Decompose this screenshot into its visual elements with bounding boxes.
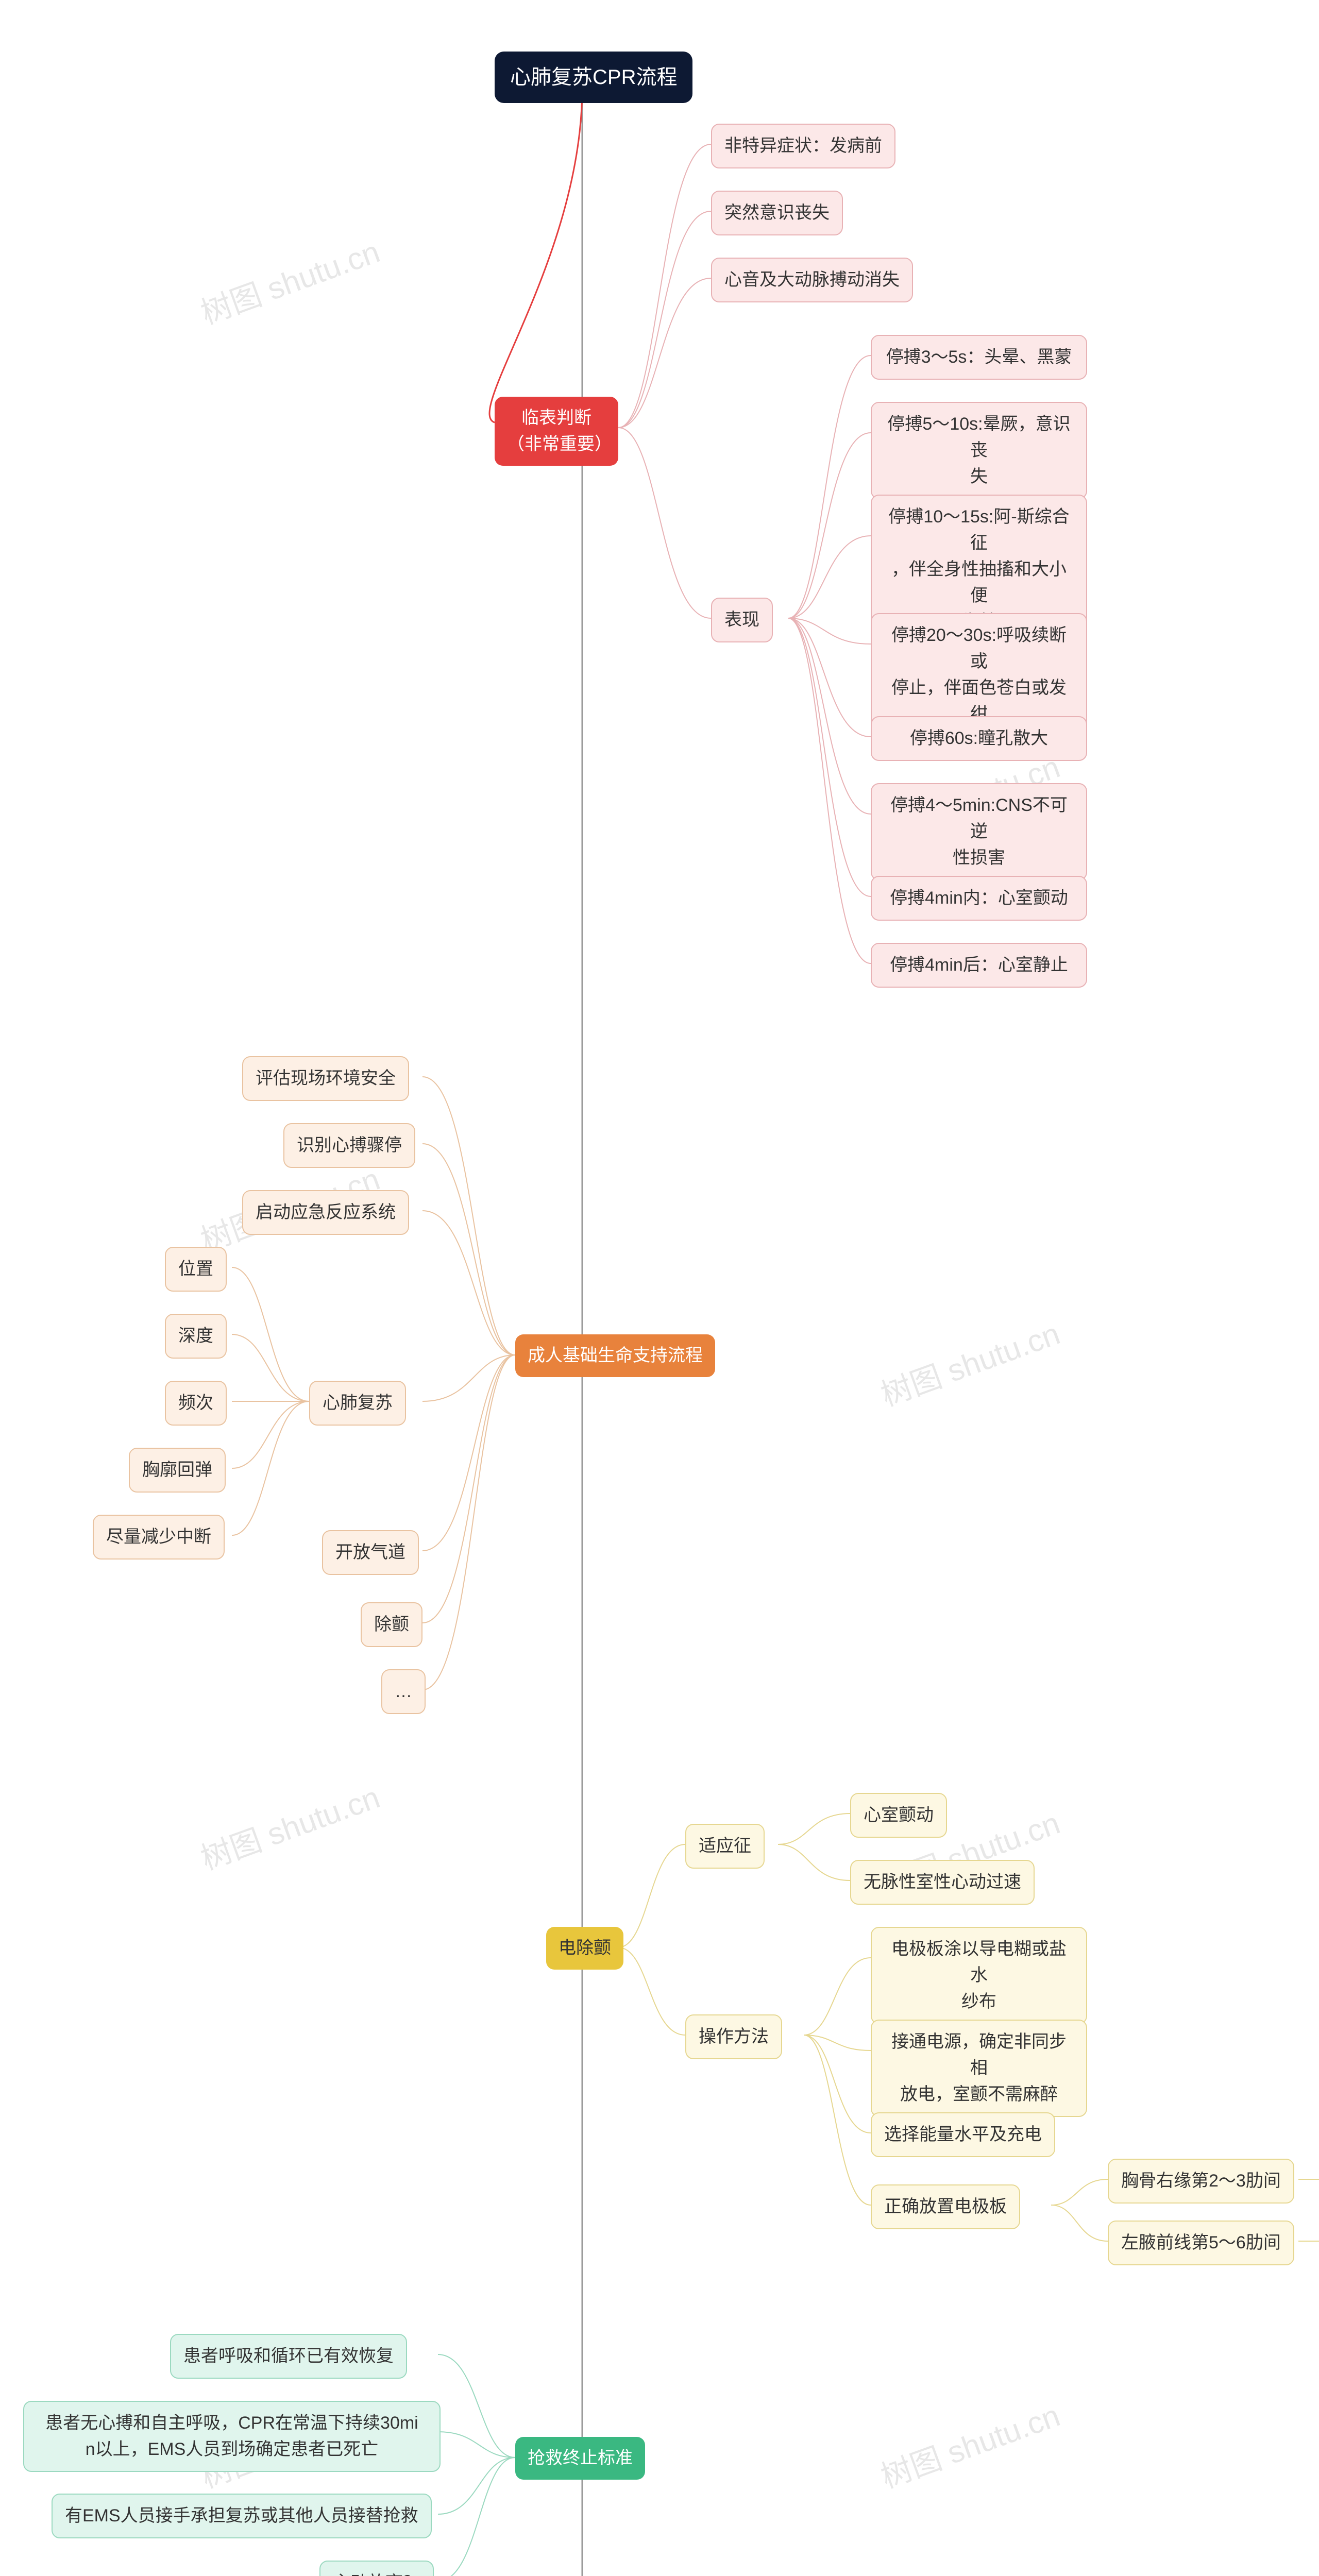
leaf-indication[interactable]: 适应征: [685, 1824, 765, 1869]
leaf-recoil[interactable]: 胸廓回弹: [129, 1448, 226, 1493]
leaf-power-async[interactable]: 接通电源，确定非同步相 放电，室颤不需麻醉: [871, 2020, 1087, 2117]
watermark: 树图 shutu.cn: [194, 227, 385, 333]
leaf-rate[interactable]: 频次: [165, 1381, 227, 1426]
leaf-stop-3-5s[interactable]: 停搏3～5s：头晕、黑蒙: [871, 335, 1087, 380]
leaf-vfib[interactable]: 心室颤动: [850, 1793, 947, 1838]
watermark: 树图 shutu.cn: [194, 1772, 385, 1878]
leaf-position[interactable]: 位置: [165, 1247, 227, 1292]
branch-termination[interactable]: 抢救终止标准: [515, 2437, 645, 2480]
leaf-red[interactable]: 非特异症状：发病前: [711, 124, 895, 168]
leaf-pulseless-vt[interactable]: 无脉性室性心动过速: [850, 1860, 1035, 1905]
leaf-red[interactable]: 心音及大动脉搏动消失: [711, 258, 913, 302]
leaf-orange[interactable]: 识别心搏骤停: [283, 1123, 415, 1168]
leaf-sternum-right[interactable]: 胸骨右缘第2～3肋间: [1108, 2159, 1294, 2204]
branch-adult-bls[interactable]: 成人基础生命支持流程: [515, 1334, 715, 1377]
leaf-orange[interactable]: 除颤: [361, 1602, 422, 1647]
leaf-orange[interactable]: …: [381, 1669, 426, 1714]
leaf-method[interactable]: 操作方法: [685, 2014, 782, 2059]
leaf-ems-takeover[interactable]: 有EMS人员接手承担复苏或其他人员接替抢救: [52, 2494, 432, 2538]
leaf-stop-5-10s[interactable]: 停搏5～10s:晕厥，意识丧 失: [871, 402, 1087, 499]
root-node[interactable]: 心肺复苏CPR流程: [495, 52, 692, 103]
leaf-energy[interactable]: 选择能量水平及充电: [871, 2112, 1055, 2157]
leaf-abandon[interactable]: 主动放弃？: [319, 2561, 434, 2576]
leaf-stop-60s[interactable]: 停搏60s:瞳孔散大: [871, 716, 1087, 761]
leaf-red[interactable]: 表现: [711, 598, 773, 642]
leaf-orange[interactable]: 启动应急反应系统: [242, 1190, 409, 1235]
leaf-red[interactable]: 突然意识丧失: [711, 191, 843, 235]
branch-clinical-judgment[interactable]: 临表判断 （非常重要）: [495, 397, 618, 466]
leaf-orange[interactable]: 评估现场环境安全: [242, 1056, 409, 1101]
watermark: 树图 shutu.cn: [874, 2391, 1065, 2497]
leaf-minimize-interrupt[interactable]: 尽量减少中断: [93, 1515, 225, 1560]
leaf-stop-4-5min[interactable]: 停搏4～5min:CNS不可逆 性损害: [871, 783, 1087, 880]
branch-defibrillation[interactable]: 电除颤: [546, 1927, 623, 1970]
leaf-recovered[interactable]: 患者呼吸和循环已有效恢复: [170, 2334, 407, 2379]
leaf-stop-4min-after[interactable]: 停搏4min后：心室静止: [871, 943, 1087, 988]
leaf-cpr[interactable]: 心肺复苏: [309, 1381, 406, 1426]
leaf-axilla-left[interactable]: 左腋前线第5～6肋间: [1108, 2221, 1294, 2265]
watermark: 树图 shutu.cn: [874, 1309, 1065, 1415]
leaf-paddle-placement[interactable]: 正确放置电极板: [871, 2184, 1020, 2229]
leaf-stop-4min-in[interactable]: 停搏4min内：心室颤动: [871, 876, 1087, 921]
leaf-no-rosc-30min[interactable]: 患者无心搏和自主呼吸，CPR在常温下持续30mi n以上，EMS人员到场确定患者…: [23, 2401, 441, 2472]
leaf-gel[interactable]: 电极板涂以导电糊或盐水 纱布: [871, 1927, 1087, 2024]
mindmap-canvas: 树图 shutu.cn 树图 shutu.cn 树图 shutu.cn 树图 s…: [0, 0, 1319, 2576]
leaf-orange[interactable]: 开放气道: [322, 1530, 419, 1575]
leaf-depth[interactable]: 深度: [165, 1314, 227, 1359]
